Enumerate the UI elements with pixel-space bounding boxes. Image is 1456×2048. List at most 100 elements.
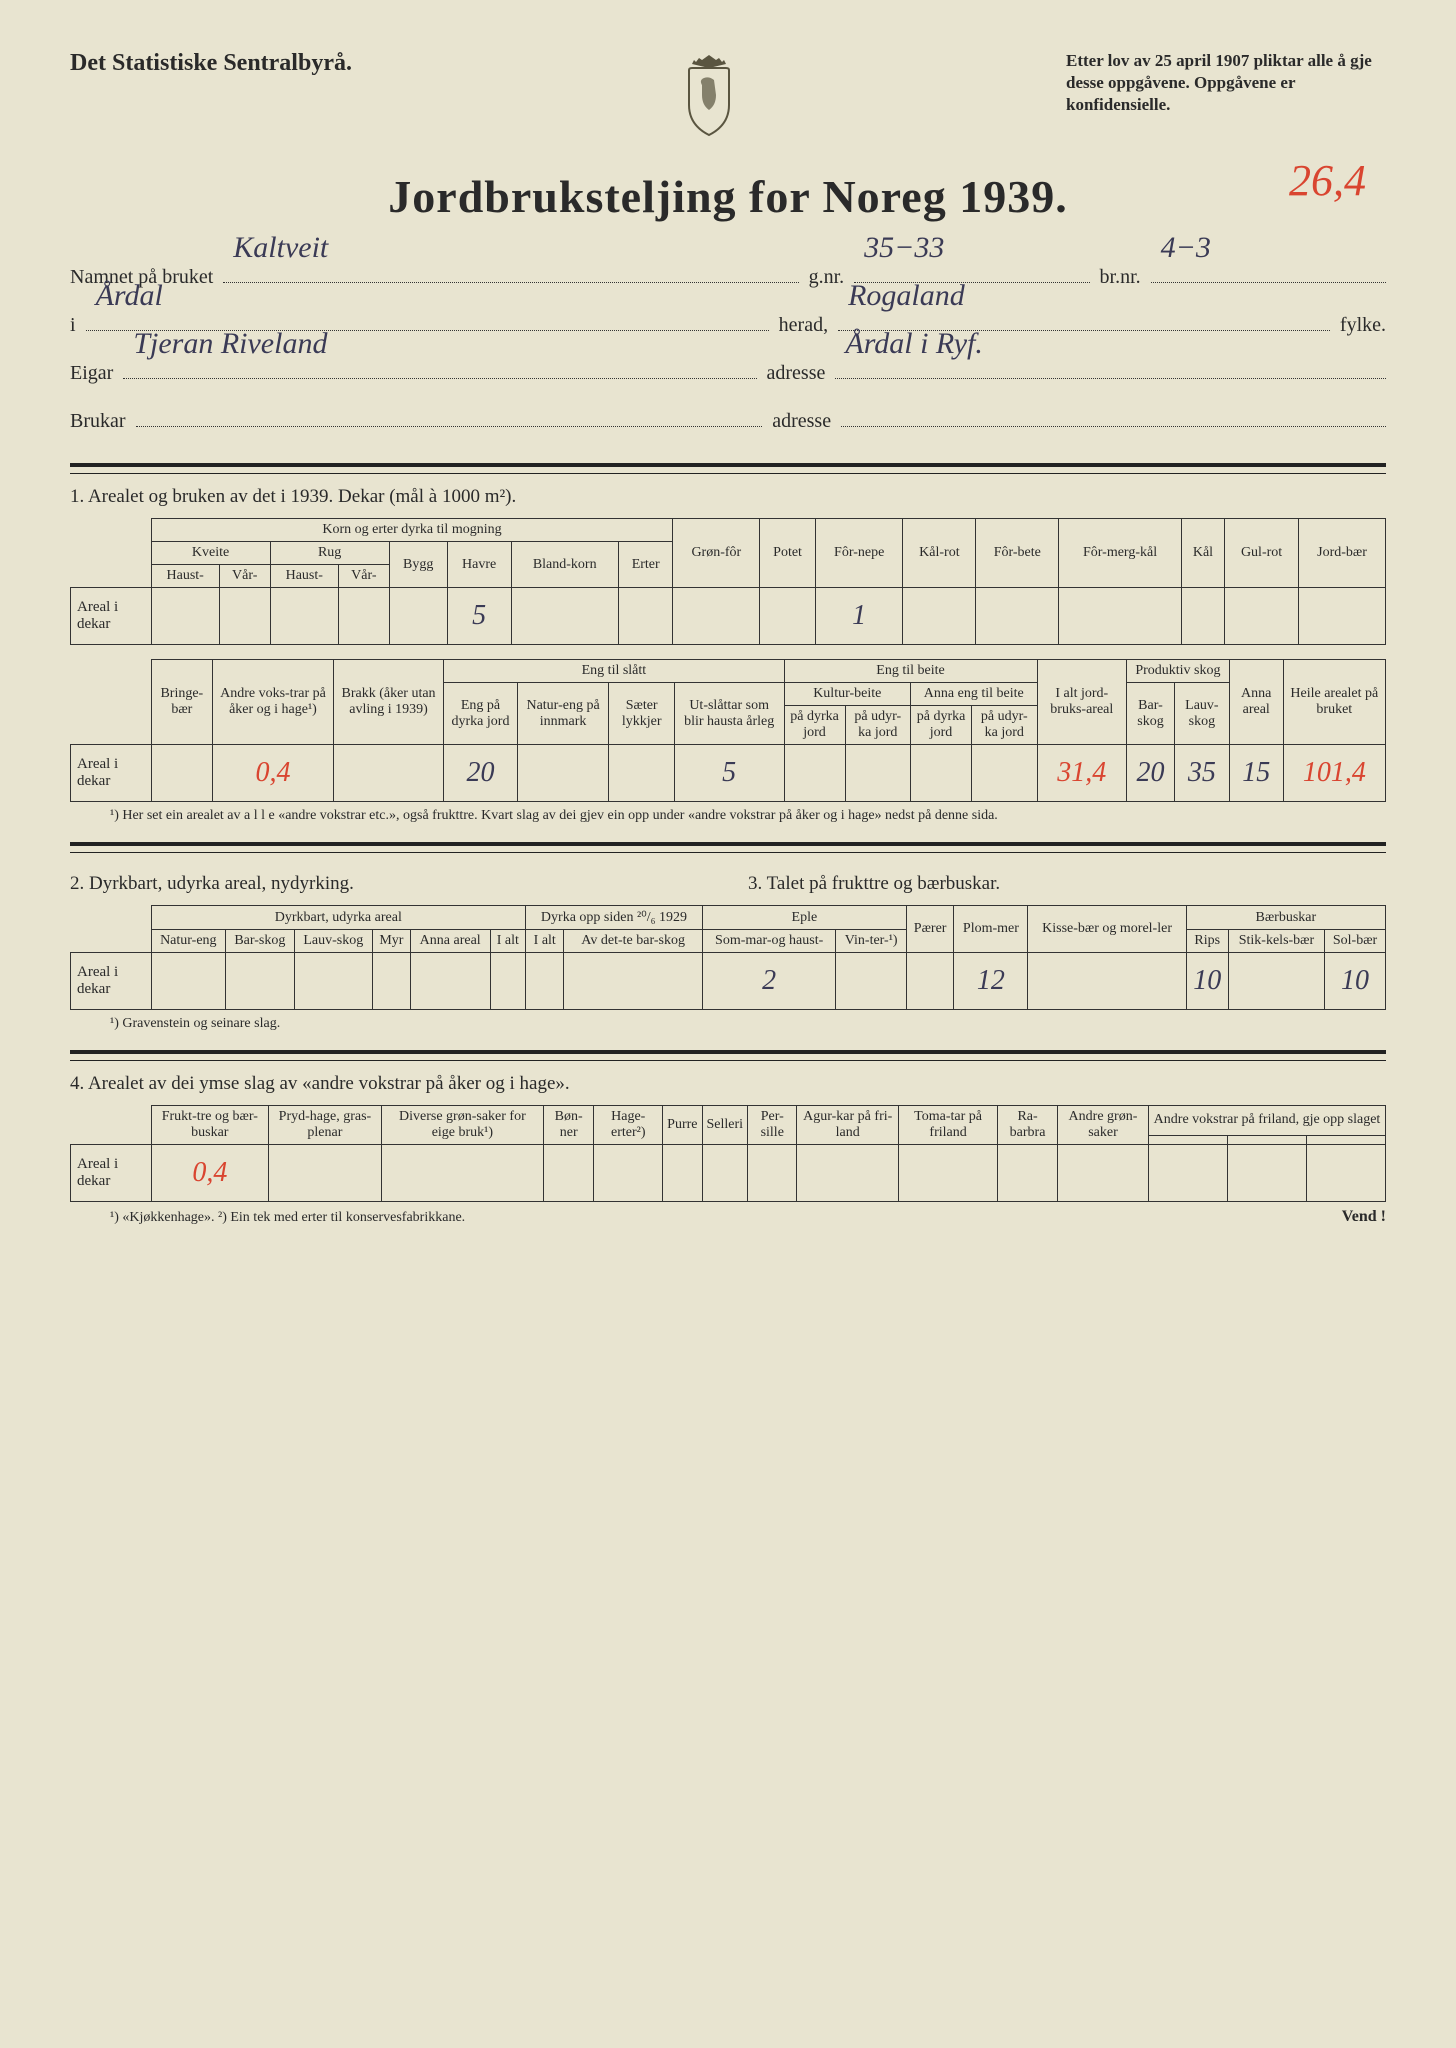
th-natureng: Natur-eng på innmark — [517, 683, 609, 745]
th-pa-dyrka2: på dyrka jord — [911, 706, 972, 745]
val-anna: 15 — [1229, 745, 1283, 802]
th-korn: Korn og erter dyrka til mogning — [151, 519, 673, 542]
val-barskog: 20 — [1127, 745, 1175, 802]
table23-data-row: Areal i dekar 2 12 10 10 — [71, 953, 1386, 1010]
fylke-label: fylke. — [1340, 301, 1386, 349]
th-andre-friland: Andre vokstrar på friland, gje opp slage… — [1149, 1106, 1386, 1136]
bureau-name: Det Statistiske Sentralbyrå. — [70, 50, 352, 77]
table1a-data-row: Areal i dekar 5 1 — [71, 588, 1386, 645]
section2-title: 2. Dyrkbart, udyrka areal, nydyrking. — [70, 873, 708, 895]
th-dyrka-opp: Dyrka opp siden ²⁰/₆ 1929 — [526, 906, 703, 930]
val-ialt: 31,4 — [1037, 745, 1127, 802]
form-fields: Namnet på bruket Kaltveit g.nr. 35−33 br… — [70, 253, 1386, 445]
table1b: Bringe-bær Andre voks-trar på åker og i … — [70, 659, 1386, 802]
th-dyrkbart: Dyrkbart, udyrka areal — [151, 906, 526, 930]
th-parer: Pærer — [906, 906, 953, 953]
table23: Dyrkbart, udyrka areal Dyrka opp siden ²… — [70, 905, 1386, 1010]
th-eple: Eple — [702, 906, 906, 930]
th-vinter: Vin-ter-¹) — [836, 930, 906, 953]
row-label-4: Areal i dekar — [71, 1145, 152, 1202]
table4: Frukt-tre og bær-buskar Pryd-hage, gras-… — [70, 1105, 1386, 1202]
table4-data-row: Areal i dekar 0,4 — [71, 1145, 1386, 1202]
th-plommer: Plom-mer — [954, 906, 1028, 953]
th-andre-voks: Andre voks-trar på åker og i hage¹) — [213, 660, 334, 745]
th-eng-beite: Eng til beite — [784, 660, 1037, 683]
divider — [70, 842, 1386, 853]
th-kal: Kål — [1181, 519, 1224, 588]
val-utslattar: 5 — [674, 745, 784, 802]
vend-label: Vend ! — [1342, 1208, 1386, 1226]
val-frukttre: 0,4 — [151, 1145, 269, 1202]
section1-title: 1. Arealet og bruken av det i 1939. Deka… — [70, 486, 1386, 508]
i-label: i — [70, 301, 76, 349]
th-lauvskog2: Lauv-skog — [294, 930, 373, 953]
th-andre-gron: Andre grøn-saker — [1057, 1106, 1148, 1145]
table1a: Korn og erter dyrka til mogning Grøn-fôr… — [70, 518, 1386, 645]
th-bygg: Bygg — [389, 542, 447, 588]
brnr-label: br.nr. — [1100, 253, 1141, 301]
adresse2-field — [841, 398, 1386, 427]
val-rips: 10 — [1186, 953, 1228, 1010]
th-kveite: Kveite — [151, 542, 270, 565]
row-label-1a: Areal i dekar — [71, 588, 152, 645]
th-selleri: Selleri — [702, 1106, 748, 1145]
footnote-3: ¹) Gravenstein og seinare slag. — [110, 1016, 1386, 1032]
th-barskog2: Bar-skog — [226, 930, 294, 953]
th-rips: Rips — [1186, 930, 1228, 953]
val-eng-dyrka: 20 — [444, 745, 517, 802]
th-kalrot: Kål-rot — [903, 519, 976, 588]
th-purre: Purre — [663, 1106, 702, 1145]
document-page: Det Statistiske Sentralbyrå. Etter lov a… — [0, 0, 1456, 2048]
th-gronfor: Grøn-fôr — [673, 519, 760, 588]
th-kulturbeite: Kultur-beite — [784, 683, 911, 706]
th-barskog: Bar-skog — [1127, 683, 1175, 745]
adresse1-field: Årdal i Ryf. — [835, 350, 1386, 379]
th-jordbar: Jord-bær — [1299, 519, 1386, 588]
th-avdet: Av det-te bar-skog — [564, 930, 703, 953]
th-agurkar: Agur-kar på fri-land — [797, 1106, 899, 1145]
th-frukttre: Frukt-tre og bær-buskar — [151, 1106, 269, 1145]
th-rug: Rug — [270, 542, 389, 565]
th-persille: Per-sille — [748, 1106, 797, 1145]
red-annotation-top: 26,4 — [1289, 155, 1366, 206]
th-stikkels: Stik-kels-bær — [1228, 930, 1324, 953]
row-label-23: Areal i dekar — [71, 953, 152, 1010]
section4-title: 4. Arealet av dei ymse slag av «andre vo… — [70, 1073, 1386, 1095]
farm-name-value: Kaltveit — [233, 212, 328, 284]
th-forbete: Fôr-bete — [976, 519, 1059, 588]
th-baerbuskar: Bærbuskar — [1186, 906, 1385, 930]
table1b-data-row: Areal i dekar 0,4 20 5 31,4 20 35 15 101… — [71, 745, 1386, 802]
th-haust2: Haust- — [270, 565, 338, 588]
eigar-value: Tjeran Riveland — [133, 308, 327, 380]
val-sommar: 2 — [702, 953, 836, 1010]
footnote-1b: ¹) Her set ein arealet av a l l e «andre… — [110, 808, 1386, 824]
coat-of-arms-icon — [674, 50, 744, 140]
brukar-label: Brukar — [70, 397, 126, 445]
th-anna-beite: Anna eng til beite — [911, 683, 1038, 706]
eigar-field: Tjeran Riveland — [123, 350, 756, 379]
eigar-label: Eigar — [70, 349, 113, 397]
val-havre: 5 — [447, 588, 511, 645]
th-fornepe: Fôr-nepe — [815, 519, 902, 588]
th-tomatar: Toma-tar på friland — [898, 1106, 997, 1145]
herad-label: herad, — [779, 301, 828, 349]
th-sommar: Som-mar-og haust- — [702, 930, 836, 953]
adresse1-label: adresse — [767, 349, 826, 397]
th-bringebar: Bringe-bær — [151, 660, 213, 745]
th-pa-udyrka1: på udyr-ka jord — [845, 706, 910, 745]
th-utslattar: Ut-slåttar som blir hausta årleg — [674, 683, 784, 745]
th-saeter: Sæter lykkjer — [609, 683, 674, 745]
val-solbar: 10 — [1325, 953, 1386, 1010]
val-plommer: 12 — [954, 953, 1028, 1010]
val-lauvskog: 35 — [1174, 745, 1229, 802]
val-heile: 101,4 — [1283, 745, 1385, 802]
th-natureng2: Natur-eng — [151, 930, 226, 953]
footnote-4: ¹) «Kjøkkenhage». ²) Ein tek med erter t… — [110, 1210, 465, 1226]
th-lauvskog: Lauv-skog — [1174, 683, 1229, 745]
th-myr: Myr — [373, 930, 411, 953]
th-hageerter: Hage-erter²) — [594, 1106, 663, 1145]
divider — [70, 463, 1386, 474]
brukar-field — [136, 398, 763, 427]
th-heile: Heile arealet på bruket — [1283, 660, 1385, 745]
row-label-1b: Areal i dekar — [71, 745, 152, 802]
